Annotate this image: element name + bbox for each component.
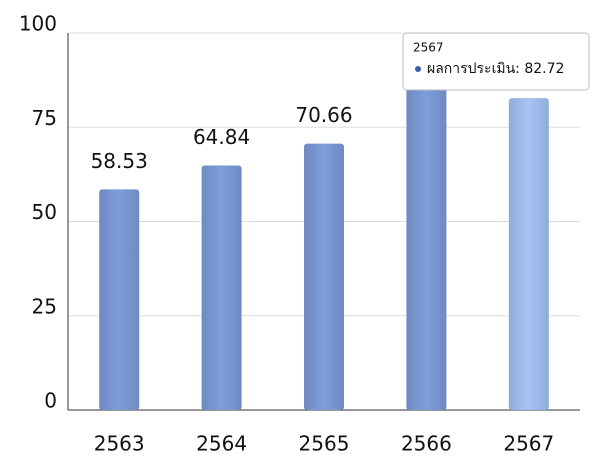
y-tick-label: 100 xyxy=(19,12,57,36)
value-label: 64.84 xyxy=(193,125,250,149)
x-tick-label: 2566 xyxy=(401,432,452,456)
bar-shade xyxy=(99,189,140,410)
x-tick-label: 2564 xyxy=(196,432,247,456)
y-tick-label: 25 xyxy=(32,294,57,318)
value-label: 58.53 xyxy=(91,149,148,173)
tooltip-dot xyxy=(415,66,421,72)
tooltip-text: ผลการประเมิน: 82.72 xyxy=(427,61,564,77)
bar-shade xyxy=(508,98,549,410)
bar-shade xyxy=(406,83,447,411)
bar-shade xyxy=(304,143,344,410)
tooltip-title: 2567 xyxy=(413,41,444,55)
tooltip: 2567 ผลการประเมิน: 82.72 xyxy=(402,32,590,91)
value-label: 70.66 xyxy=(295,103,352,127)
bar-shade xyxy=(201,165,242,410)
y-tick-label: 50 xyxy=(32,200,57,224)
x-tick-label: 2565 xyxy=(299,432,350,456)
tooltip-box xyxy=(402,32,590,91)
y-tick-label: 0 xyxy=(44,389,57,413)
x-tick-label: 2567 xyxy=(503,432,554,456)
x-tick-label: 2563 xyxy=(94,432,145,456)
y-tick-label: 75 xyxy=(32,106,57,130)
